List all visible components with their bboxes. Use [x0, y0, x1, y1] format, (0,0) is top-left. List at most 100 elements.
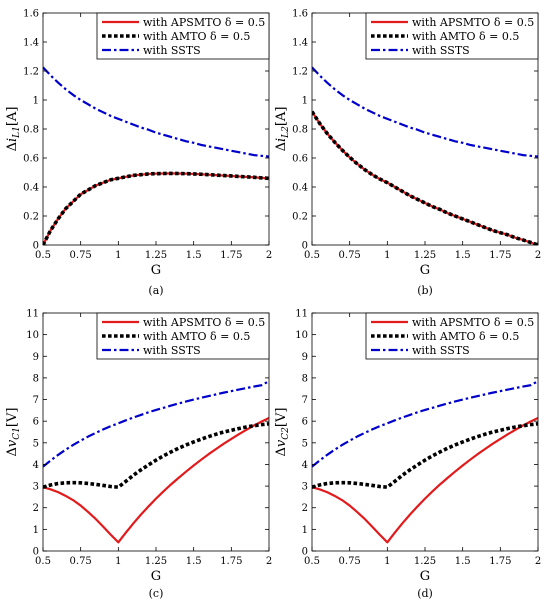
x-tick-label: 1.75	[220, 556, 242, 567]
legend-entry: with APSMTO δ = 0.5	[412, 316, 534, 329]
panel-label: (c)	[149, 587, 164, 600]
x-tick-label: 0.5	[304, 556, 320, 567]
series-line-ssts	[43, 380, 269, 468]
series-line-ssts	[312, 66, 538, 158]
y-tick-label: 0	[302, 241, 308, 252]
legend-entry: with AMTO δ = 0.5	[412, 330, 519, 343]
y-axis-label: ΔiL2[A]	[274, 107, 291, 152]
x-tick-label: 1.75	[220, 250, 242, 261]
legend-box	[365, 312, 539, 360]
y-tick-label: 1	[33, 96, 39, 107]
y-tick-label: 1.2	[292, 67, 308, 78]
x-tick-label: 1	[115, 250, 121, 261]
series-line-amto	[312, 110, 538, 245]
y-tick-label: 9	[302, 352, 308, 363]
x-tick-label: 2	[535, 556, 541, 567]
x-tick-label: 1.5	[455, 556, 471, 567]
y-tick-label: 6	[33, 417, 39, 428]
legend-entry: with AMTO δ = 0.5	[412, 30, 519, 43]
series-line-amto	[43, 171, 269, 245]
y-tick-label: 11	[26, 309, 39, 320]
x-tick-label: 2	[266, 556, 272, 567]
y-tick-label: 0	[302, 547, 308, 558]
legend-entry: with APSMTO δ = 0.5	[143, 316, 265, 329]
y-tick-label: 0.4	[23, 183, 39, 194]
panel-label: (a)	[148, 284, 163, 297]
chart-panel-1: 0.5 0.75 1 1.25 1.5 1.75 2 0 0.2 0.4 0.6 0.8 1 1.2 1.4…	[274, 9, 541, 298]
x-axis-label: G	[420, 569, 430, 584]
y-tick-label: 1	[302, 96, 308, 107]
x-tick-label: 1.25	[414, 250, 436, 261]
x-tick-label: 1.5	[186, 250, 202, 261]
y-tick-label: 1.2	[23, 67, 39, 78]
y-tick-label: 1.6	[23, 9, 39, 20]
series-line-apsmto	[312, 416, 538, 544]
y-tick-label: 0	[33, 241, 39, 252]
y-tick-label: 0.8	[292, 125, 308, 136]
y-tick-label: 4	[302, 460, 308, 471]
y-tick-label: 7	[33, 395, 39, 406]
y-tick-label: 10	[26, 330, 39, 341]
legend-entry: with SSTS	[143, 344, 201, 357]
y-tick-label: 0.6	[292, 154, 308, 165]
x-tick-label: 1.5	[186, 556, 202, 567]
x-tick-label: 1	[384, 250, 390, 261]
y-tick-label: 3	[33, 482, 39, 493]
y-tick-label: 2	[33, 503, 39, 514]
y-tick-label: 1.4	[292, 38, 308, 49]
y-tick-label: 0.6	[23, 154, 39, 165]
legend-entry: with SSTS	[412, 344, 470, 357]
series-line-apsmto	[43, 416, 269, 544]
y-tick-label: 6	[302, 417, 308, 428]
y-tick-label: 3	[302, 482, 308, 493]
y-tick-label: 9	[33, 352, 39, 363]
x-tick-label: 0.75	[339, 250, 361, 261]
y-tick-label: 1.6	[292, 9, 308, 20]
y-tick-label: 11	[295, 309, 308, 320]
x-tick-label: 0.5	[35, 556, 51, 567]
chart-panel-2: 0.5 0.75 1 1.25 1.5 1.75 2 0 1 2 3 4 5 6 7 8 9 10 11 G ΔvC1[…	[5, 309, 272, 601]
y-tick-label: 0.2	[292, 212, 308, 223]
y-tick-label: 1	[33, 525, 39, 536]
y-tick-label: 2	[302, 503, 308, 514]
series-line-ssts	[312, 380, 538, 468]
x-tick-label: 0.5	[35, 250, 51, 261]
panel-label: (d)	[417, 587, 433, 600]
y-tick-label: 8	[302, 373, 308, 384]
series-line-apsmto	[312, 111, 538, 245]
x-axis-label: G	[420, 263, 430, 278]
y-tick-label: 0.2	[23, 212, 39, 223]
y-tick-label: 4	[33, 460, 39, 471]
legend-box	[96, 312, 270, 360]
y-tick-label: 10	[295, 330, 308, 341]
x-tick-label: 1.25	[414, 556, 436, 567]
y-tick-label: 0.4	[292, 183, 308, 194]
x-tick-label: 0.75	[70, 556, 92, 567]
y-tick-label: 5	[302, 438, 308, 449]
legend-entry: with AMTO δ = 0.5	[143, 330, 250, 343]
y-tick-label: 1	[302, 525, 308, 536]
y-tick-label: 0	[33, 547, 39, 558]
x-tick-label: 1.5	[455, 250, 471, 261]
y-axis-label: ΔvC2[V]	[274, 408, 291, 457]
chart-panel-3: 0.5 0.75 1 1.25 1.5 1.75 2 0 1 2 3 4 5 6 7 8 9 10 11 G ΔvC2[…	[274, 309, 541, 601]
x-tick-label: 1.75	[489, 250, 511, 261]
series-line-amto	[43, 421, 269, 489]
x-tick-label: 0.75	[70, 250, 92, 261]
series-line-ssts	[43, 66, 269, 158]
series-line-amto	[312, 421, 538, 489]
series-line-apsmto	[43, 172, 269, 245]
legend-box	[365, 12, 539, 60]
legend-entry: with APSMTO δ = 0.5	[412, 16, 534, 29]
x-tick-label: 0.5	[304, 250, 320, 261]
panel-label: (b)	[417, 284, 433, 297]
y-tick-label: 0.8	[23, 125, 39, 136]
y-tick-label: 5	[33, 438, 39, 449]
legend-entry: with APSMTO δ = 0.5	[143, 16, 265, 29]
x-tick-label: 2	[266, 250, 272, 261]
y-tick-label: 7	[302, 395, 308, 406]
